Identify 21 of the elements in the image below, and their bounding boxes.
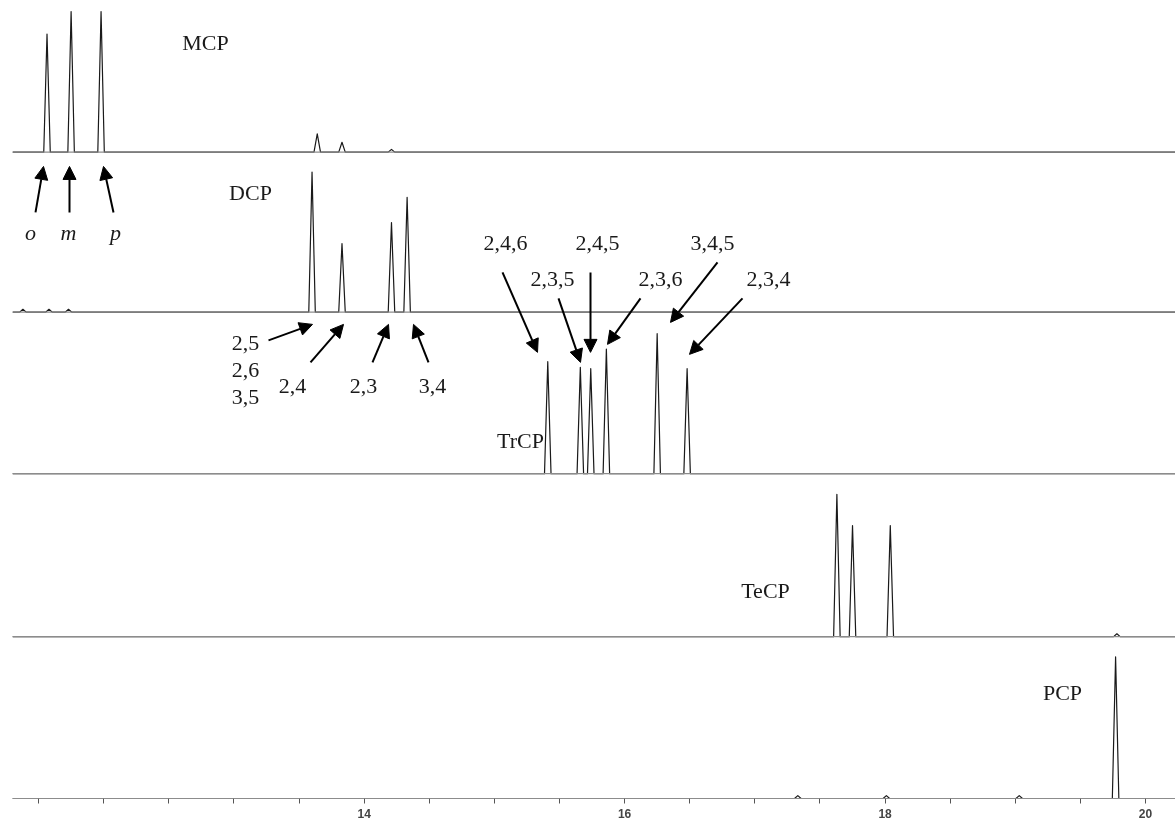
x-tick-label: 16 [617,806,632,821]
text: TeCP [741,577,790,603]
annotation: m [60,219,77,245]
x-tick-label: 14 [357,806,372,821]
annotation: 2,3,6 [638,266,683,292]
annotation: 2,5 2,6 3,5 [231,330,260,410]
annotation: 2,4,6 [483,230,528,256]
chart-title: DCP [229,179,272,205]
annotation: 2,4,5 [575,230,620,256]
annotation: 2,3 [349,373,378,399]
annotation: o [25,219,36,245]
annotation: 2,3,5 [530,266,575,292]
annotation: 2,3,4 [746,266,791,292]
annotation: 2,4 [278,373,307,399]
x-tick-label: 18 [878,806,893,821]
text: TrCP [497,427,544,453]
annotation: 3,4 [418,373,447,399]
x-tick-label: 20 [1138,806,1153,821]
text: MCP [182,29,229,55]
annotation: p [108,219,121,245]
annotation: 3,4,5 [690,230,735,256]
